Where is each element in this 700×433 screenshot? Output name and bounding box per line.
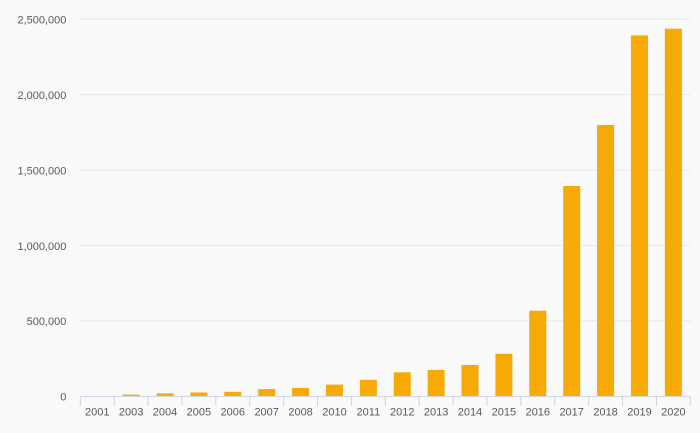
- svg-text:1,000,000: 1,000,000: [17, 241, 66, 253]
- svg-text:2014: 2014: [458, 406, 482, 418]
- svg-text:2017: 2017: [559, 406, 583, 418]
- svg-text:2007: 2007: [254, 406, 278, 418]
- svg-text:2005: 2005: [187, 406, 211, 418]
- svg-text:2004: 2004: [153, 406, 177, 418]
- svg-text:2015: 2015: [492, 406, 516, 418]
- svg-text:2020: 2020: [661, 406, 685, 418]
- svg-text:2012: 2012: [390, 406, 414, 418]
- svg-text:2013: 2013: [424, 406, 448, 418]
- svg-text:2010: 2010: [322, 406, 346, 418]
- svg-text:1,500,000: 1,500,000: [17, 165, 66, 177]
- svg-text:0: 0: [60, 392, 66, 404]
- svg-text:2003: 2003: [119, 406, 143, 418]
- svg-text:2008: 2008: [288, 406, 312, 418]
- svg-text:2001: 2001: [85, 406, 109, 418]
- svg-text:2018: 2018: [593, 406, 617, 418]
- svg-text:2016: 2016: [526, 406, 550, 418]
- svg-text:2,500,000: 2,500,000: [17, 14, 66, 26]
- svg-text:2019: 2019: [627, 406, 651, 418]
- svg-text:2,000,000: 2,000,000: [17, 90, 66, 102]
- svg-text:500,000: 500,000: [27, 316, 67, 328]
- svg-text:2006: 2006: [221, 406, 245, 418]
- svg-text:2011: 2011: [357, 406, 381, 418]
